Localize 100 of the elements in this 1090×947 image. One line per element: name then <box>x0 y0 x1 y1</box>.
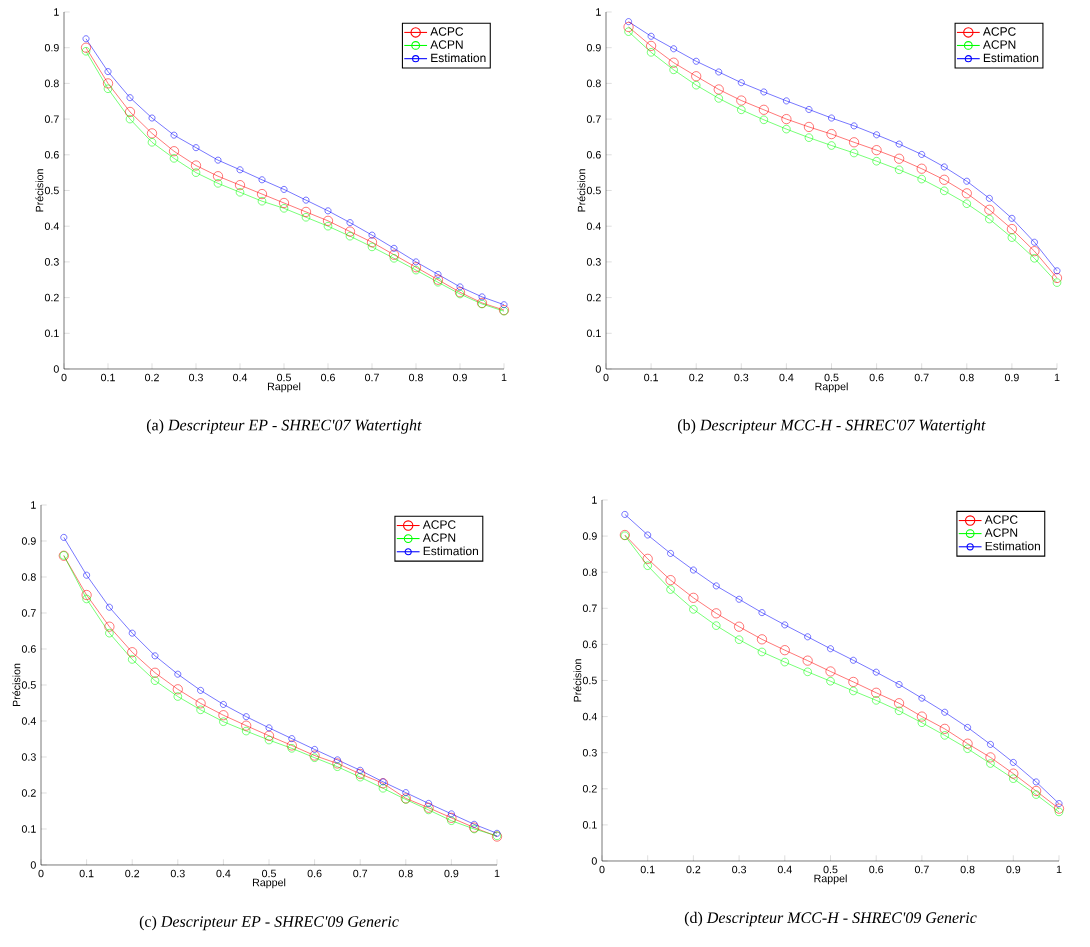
y-tick-label: 0.3 <box>582 748 597 757</box>
point <box>174 670 182 678</box>
point <box>1052 278 1062 287</box>
text: (d) Descripteur MCC-H - SHREC'09 Generic <box>684 911 977 927</box>
x-tick-label: 0.9 <box>1004 373 1019 382</box>
point <box>692 81 701 90</box>
point <box>826 129 837 140</box>
point <box>848 677 859 687</box>
point <box>1009 759 1017 766</box>
point <box>218 710 229 721</box>
point <box>647 32 655 40</box>
point <box>669 65 678 74</box>
point <box>172 684 183 695</box>
point <box>173 692 182 701</box>
y-tick-label: 0.2 <box>21 789 36 797</box>
point <box>301 213 311 222</box>
point <box>780 657 789 667</box>
point <box>104 621 115 632</box>
y-axis-title: Précision <box>35 169 44 212</box>
x-tick-label: 1 <box>494 869 500 878</box>
point <box>356 766 364 774</box>
point <box>1006 224 1017 234</box>
point <box>196 705 205 714</box>
point <box>192 144 200 151</box>
point <box>1054 807 1064 817</box>
y-tick-label: 0.7 <box>586 115 601 123</box>
legend-label: Estimation <box>423 546 479 556</box>
y-tick-label: 0.9 <box>44 43 59 52</box>
point <box>985 752 996 763</box>
point <box>127 647 138 658</box>
point <box>279 204 289 213</box>
y-tick-label: 0.1 <box>582 821 597 829</box>
point <box>447 816 456 825</box>
point <box>827 141 836 150</box>
legend-label: ACPC <box>422 520 456 529</box>
legend-label: Estimation <box>431 53 486 63</box>
point <box>670 45 677 53</box>
y-tick-label: 0.9 <box>586 43 601 52</box>
point <box>433 278 443 287</box>
y-tick-label: 0.3 <box>44 258 59 266</box>
point <box>280 186 288 193</box>
point <box>623 22 634 32</box>
point <box>356 773 365 782</box>
y-tick-label: 0.8 <box>586 79 601 88</box>
point <box>760 88 768 96</box>
x-tick-label: 0.7 <box>365 373 379 382</box>
point <box>1008 768 1019 779</box>
legend-label: ACPC <box>984 515 1018 524</box>
point <box>1054 803 1064 814</box>
point <box>917 718 927 727</box>
point <box>872 696 881 705</box>
point <box>258 176 266 184</box>
y-tick-label: 0.5 <box>582 676 597 685</box>
x-tick-label: 0.4 <box>777 865 792 874</box>
point <box>104 68 112 75</box>
point <box>964 724 971 731</box>
y-tick-label: 0 <box>595 365 601 373</box>
point <box>257 189 267 199</box>
point <box>346 219 354 226</box>
x-tick-label: 0.1 <box>644 373 658 382</box>
legend-label: Estimation <box>985 541 1040 551</box>
point <box>81 42 91 53</box>
point <box>105 629 114 638</box>
point <box>241 720 252 731</box>
point <box>962 738 973 749</box>
point <box>757 647 767 657</box>
point <box>667 550 674 557</box>
point <box>804 122 814 132</box>
point <box>355 768 366 779</box>
point <box>150 676 160 685</box>
x-tick-label: 0.3 <box>189 373 203 382</box>
y-tick-label: 0.5 <box>21 681 36 689</box>
y-tick-label: 0.1 <box>44 329 59 338</box>
x-tick-label: 0.3 <box>170 869 185 878</box>
x-tick-label: 1 <box>1054 373 1060 382</box>
point <box>446 812 457 823</box>
point <box>963 744 972 753</box>
point <box>1031 786 1042 796</box>
point <box>332 758 343 769</box>
point <box>378 784 388 793</box>
point <box>644 531 652 539</box>
point <box>941 708 949 716</box>
point <box>804 633 811 641</box>
point <box>712 621 721 630</box>
x-tick-label: 0.9 <box>453 373 467 382</box>
point <box>665 575 676 586</box>
legend-label: ACPC <box>430 27 464 36</box>
y-tick-label: 0.8 <box>582 568 597 576</box>
point <box>1052 273 1062 283</box>
point <box>235 180 245 191</box>
x-axis-title: Rappel <box>815 382 848 393</box>
point <box>367 242 377 252</box>
point <box>713 84 724 95</box>
point <box>802 655 813 666</box>
x-tick-label: 0.1 <box>640 865 655 874</box>
x-tick-label: 0.8 <box>398 869 413 878</box>
x-tick-label: 0.8 <box>409 373 423 382</box>
y-tick-label: 0.6 <box>21 645 36 653</box>
point <box>987 741 994 748</box>
x-tick-label: 0.1 <box>101 373 115 382</box>
